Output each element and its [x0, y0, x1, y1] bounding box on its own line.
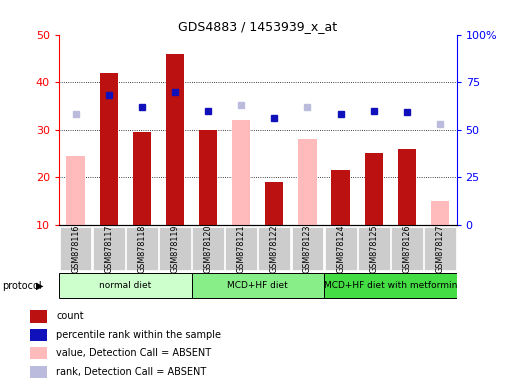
Text: GSM878124: GSM878124 [336, 224, 345, 273]
Bar [30, 329, 47, 341]
Bar [325, 227, 357, 270]
Text: count: count [56, 311, 84, 321]
Bar [365, 153, 383, 225]
Bar [60, 227, 91, 270]
Bar [30, 366, 47, 378]
Text: GSM878122: GSM878122 [270, 224, 279, 273]
Text: ▶: ▶ [36, 281, 44, 291]
Bar [232, 120, 250, 225]
Text: GSM878126: GSM878126 [402, 224, 411, 273]
Text: GSM878118: GSM878118 [137, 225, 146, 273]
Bar [358, 227, 390, 270]
Bar [259, 227, 290, 270]
Bar [126, 227, 157, 270]
Bar [398, 149, 416, 225]
Bar [225, 227, 257, 270]
Text: GSM878116: GSM878116 [71, 225, 80, 273]
Bar [324, 273, 457, 298]
Text: GSM878127: GSM878127 [436, 224, 444, 273]
Text: GSM878120: GSM878120 [204, 224, 212, 273]
Text: MCD+HF diet with metformin: MCD+HF diet with metformin [324, 281, 457, 290]
Bar [192, 227, 224, 270]
Bar [67, 156, 85, 225]
Bar [424, 227, 456, 270]
Bar [133, 132, 151, 225]
Text: MCD+HF diet: MCD+HF diet [227, 281, 288, 290]
Text: GSM878125: GSM878125 [369, 224, 378, 273]
Text: value, Detection Call = ABSENT: value, Detection Call = ABSENT [56, 348, 211, 358]
Text: GSM878119: GSM878119 [170, 224, 180, 273]
Bar [159, 227, 191, 270]
Bar [166, 54, 184, 225]
Bar [30, 347, 47, 359]
Text: GSM878121: GSM878121 [236, 224, 246, 273]
Text: protocol: protocol [3, 281, 42, 291]
Bar [291, 227, 323, 270]
Text: GSM878123: GSM878123 [303, 224, 312, 273]
Bar [59, 273, 191, 298]
Bar [431, 201, 449, 225]
Bar [391, 227, 423, 270]
Bar [30, 310, 47, 323]
Bar [299, 139, 317, 225]
Text: percentile rank within the sample: percentile rank within the sample [56, 330, 221, 340]
Bar [265, 182, 284, 225]
Bar [100, 73, 118, 225]
Bar [191, 273, 324, 298]
Text: GSM878117: GSM878117 [104, 224, 113, 273]
Text: normal diet: normal diet [99, 281, 151, 290]
Bar [331, 170, 350, 225]
Bar [199, 130, 217, 225]
Bar [93, 227, 125, 270]
Text: rank, Detection Call = ABSENT: rank, Detection Call = ABSENT [56, 367, 207, 377]
Title: GDS4883 / 1453939_x_at: GDS4883 / 1453939_x_at [178, 20, 338, 33]
